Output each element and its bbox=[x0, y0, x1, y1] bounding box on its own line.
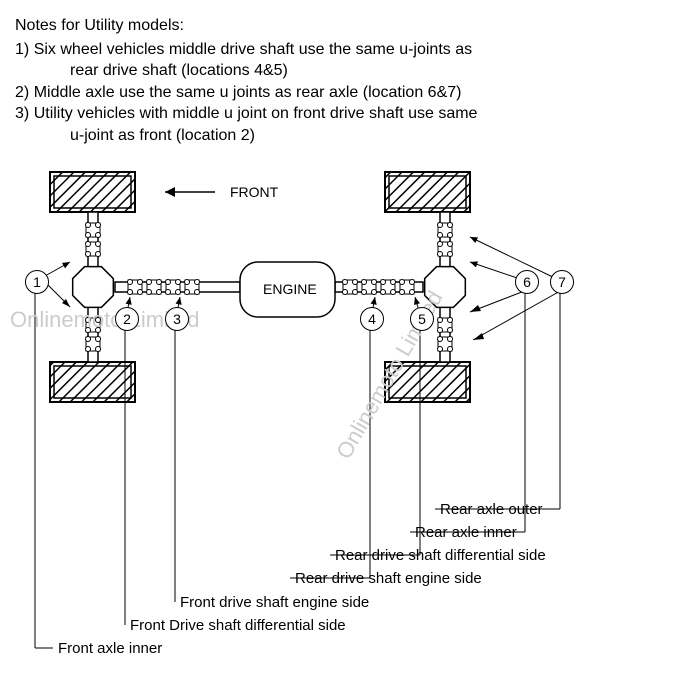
note-1-sub: rear drive shaft (locations 4&5) bbox=[15, 60, 685, 82]
front-label: FRONT bbox=[230, 184, 278, 200]
schematic-svg bbox=[15, 162, 685, 662]
callout-label-7: Rear axle outer bbox=[440, 501, 543, 518]
engine-label: ENGINE bbox=[263, 281, 317, 297]
callout-marker-3: 3 bbox=[165, 307, 189, 331]
note-3-sub: u-joint as front (location 2) bbox=[15, 125, 685, 147]
notes-title: Notes for Utility models: bbox=[15, 15, 685, 37]
callout-label-1: Front axle inner bbox=[58, 640, 162, 657]
note-2: 2) Middle axle use the same u joints as … bbox=[15, 82, 685, 104]
note-1: 1) Six wheel vehicles middle drive shaft… bbox=[15, 39, 685, 61]
callout-marker-6: 6 bbox=[515, 270, 539, 294]
notes-block: Notes for Utility models: 1) Six wheel v… bbox=[15, 15, 685, 147]
callout-marker-7: 7 bbox=[550, 270, 574, 294]
note-3: 3) Utility vehicles with middle u joint … bbox=[15, 103, 685, 125]
callout-marker-2: 2 bbox=[115, 307, 139, 331]
callout-marker-4: 4 bbox=[360, 307, 384, 331]
drivetrain-diagram: Onlinemoto Limited Onlinemoto Limited FR… bbox=[15, 162, 685, 662]
callout-label-6: Rear axle inner bbox=[415, 524, 517, 541]
callout-label-3: Front drive shaft engine side bbox=[180, 594, 369, 611]
callout-marker-5: 5 bbox=[410, 307, 434, 331]
callout-label-4: Rear drive shaft engine side bbox=[295, 570, 482, 587]
callout-label-2: Front Drive shaft differential side bbox=[130, 617, 346, 634]
callout-label-5: Rear drive shaft differential side bbox=[335, 547, 546, 564]
callout-marker-1: 1 bbox=[25, 270, 49, 294]
